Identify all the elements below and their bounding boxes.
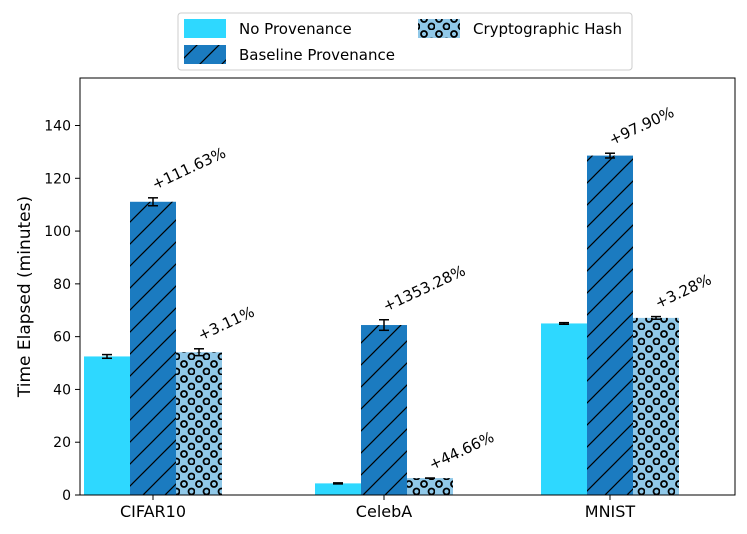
legend-swatch xyxy=(184,19,226,38)
y-tick-label: 40 xyxy=(53,382,71,398)
data-label: +97.90% xyxy=(606,103,677,149)
bar-hatch xyxy=(176,352,222,495)
y-tick-label: 120 xyxy=(44,171,71,187)
y-tick-label: 100 xyxy=(44,224,71,240)
data-label: +3.28% xyxy=(652,270,714,312)
bar-hatch xyxy=(587,155,633,495)
y-axis-label: Time Elapsed (minutes) xyxy=(15,196,35,398)
bar-hatch xyxy=(130,201,176,495)
x-tick-label: CIFAR10 xyxy=(120,502,186,521)
x-tick-label: CelebA xyxy=(356,502,412,521)
bar-no-provenance-cifar10 xyxy=(84,356,130,495)
legend-label: Cryptographic Hash xyxy=(473,20,622,38)
x-tick-label: MNIST xyxy=(585,502,636,521)
y-tick-label: 140 xyxy=(44,119,71,135)
y-tick-label: 60 xyxy=(53,330,71,346)
y-tick-label: 80 xyxy=(53,277,71,293)
data-label: +3.11% xyxy=(195,303,257,345)
bar-hatch xyxy=(633,317,679,495)
y-tick-label: 0 xyxy=(62,488,71,504)
bar-hatch xyxy=(361,325,407,495)
y-tick-label: 20 xyxy=(53,435,71,451)
bar-no-provenance-celeba xyxy=(315,483,361,495)
axes-frame xyxy=(79,77,736,496)
legend-swatch-hatch xyxy=(418,19,460,38)
legend-swatch-hatch xyxy=(184,45,226,64)
legend: No Provenance Baseline Provenance Cryptogr… xyxy=(177,12,633,71)
legend-label: No Provenance xyxy=(239,20,352,38)
bar-hatch xyxy=(407,478,453,495)
legend-label: Baseline Provenance xyxy=(239,46,395,64)
data-label: +1353.28% xyxy=(380,262,468,316)
plot-area: +111.63% +1353.28% +97.90% +3.11% +44.66% +3.… xyxy=(15,77,736,521)
data-label: +44.66% xyxy=(426,428,497,474)
bar-no-provenance-mnist xyxy=(541,323,587,495)
data-label: +111.63% xyxy=(149,144,228,194)
legend-box xyxy=(177,12,633,71)
